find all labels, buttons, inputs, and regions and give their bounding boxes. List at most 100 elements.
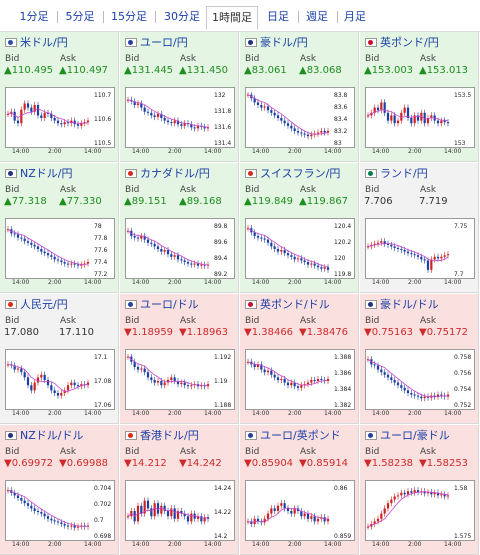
mini-chart[interactable]: 132 131.8 131.6 131.4 <box>125 87 235 148</box>
mini-chart[interactable]: 120.4 120.2 120 119.8 <box>245 218 355 279</box>
bid-value: ▼0.85904 <box>244 458 294 469</box>
pair-link[interactable]: 英ポンド/ドル <box>245 298 330 312</box>
pair-link[interactable]: 人民元/円 <box>5 298 68 312</box>
mini-chart[interactable]: 14.24 14.22 14.2 <box>125 480 235 541</box>
candle-body <box>263 369 266 373</box>
ask-value: ▼0.69988 <box>59 458 109 469</box>
x-time-label: 2:00 <box>408 148 422 155</box>
candle-body <box>6 490 10 492</box>
candle-body <box>76 264 80 266</box>
pair-link[interactable]: 豪ドル/円 <box>245 36 308 50</box>
tab-1[interactable]: 5分足 <box>65 10 95 23</box>
tab-2[interactable]: 15分足 <box>111 10 147 23</box>
candle-body <box>410 393 413 395</box>
pair-name: 米ドル/円 <box>20 36 68 49</box>
ask-label: Ask <box>60 316 77 326</box>
pair-link[interactable]: ユーロ/豪ドル <box>365 429 450 443</box>
candle-body <box>16 495 20 498</box>
mini-chart[interactable]: 0.86 0.859 <box>245 480 355 541</box>
mini-chart[interactable]: 7.75 7.7 <box>365 218 475 279</box>
tab-separator <box>103 11 104 23</box>
candle-body <box>260 105 263 108</box>
tab-7[interactable]: 月足 <box>344 10 366 23</box>
bid-label: Bid <box>125 316 140 326</box>
tab-0[interactable]: 1分足 <box>19 10 49 23</box>
ask-label: Ask <box>420 185 437 195</box>
bid-label: Bid <box>245 185 260 195</box>
candle-body <box>133 361 136 367</box>
pair-link[interactable]: 米ドル/円 <box>5 36 68 50</box>
mini-chart[interactable]: 1.192 1.19 1.188 <box>125 349 235 410</box>
y-tick-label: 0.86 <box>334 485 348 492</box>
bid-value: ▼1.18959 <box>124 327 174 338</box>
tab-3[interactable]: 30分足 <box>164 10 200 23</box>
ask-value: ▼14.242 <box>179 458 222 469</box>
candle-body <box>16 120 20 124</box>
y-tick-label: 83.8 <box>334 92 348 99</box>
pair-link[interactable]: ユーロ/円 <box>125 36 188 50</box>
mini-chart[interactable]: 153.5 153 <box>365 87 475 148</box>
tab-4[interactable]: 1時間足 <box>206 6 258 30</box>
pair-link[interactable]: ユーロ/ドル <box>125 298 199 312</box>
candlestick-plot <box>6 100 90 129</box>
candle-body <box>403 107 406 113</box>
candle-body <box>256 102 260 105</box>
candle-body <box>126 516 130 518</box>
candlestick-plot <box>126 497 210 525</box>
pair-link[interactable]: NZドル/円 <box>5 167 72 181</box>
candle-body <box>176 255 180 260</box>
mini-chart[interactable]: 1.58 1.575 <box>365 480 475 541</box>
candle-body <box>313 380 316 382</box>
mini-chart[interactable]: 110.7 110.6 110.5 <box>5 87 115 148</box>
x-time-label: 14:00 <box>444 148 462 155</box>
mini-chart[interactable]: 83.8 83.6 83.4 83.2 83 <box>245 87 355 148</box>
candle-body <box>406 107 410 118</box>
candle-body <box>280 503 283 506</box>
mini-chart[interactable]: 1.388 1.386 1.384 1.382 <box>245 349 355 410</box>
candle-body <box>146 372 150 378</box>
candle-body <box>200 264 203 266</box>
candle-body <box>366 246 370 248</box>
pair-link[interactable]: NZドル/ドル <box>5 429 83 443</box>
candle-body <box>63 122 66 125</box>
ask-value: ▼1.18963 <box>179 327 229 338</box>
pair-name: 人民元/円 <box>20 298 68 311</box>
bid-value: ▲110.495 <box>4 65 54 76</box>
mini-chart[interactable]: 17.1 17.08 17.06 <box>5 349 115 410</box>
candle-body <box>400 385 403 388</box>
x-time-label: 2:00 <box>168 410 182 417</box>
candle-body <box>433 395 436 397</box>
y-tick-label: 83 <box>334 140 342 147</box>
tab-6[interactable]: 週足 <box>306 10 328 23</box>
x-time-label: 14:00 <box>204 410 222 417</box>
candle-body <box>383 241 386 244</box>
candle-body <box>86 262 90 264</box>
bid-label: Bid <box>365 447 380 457</box>
y-tick-label: 0.7 <box>94 517 104 524</box>
pair-link[interactable]: 豪ドル/ドル <box>365 298 439 312</box>
mini-chart[interactable]: 0.758 0.756 0.754 0.752 <box>365 349 475 410</box>
pair-link[interactable]: スイスフラン/円 <box>245 167 340 181</box>
candle-body <box>60 522 63 524</box>
mini-chart[interactable]: 89.8 89.6 89.4 89.2 <box>125 218 235 279</box>
pair-link[interactable]: カナダドル/円 <box>125 167 210 181</box>
candle-body <box>316 265 320 268</box>
tab-5[interactable]: 日足 <box>267 10 289 23</box>
candle-body <box>66 263 70 265</box>
pair-link[interactable]: 香港ドル/円 <box>125 429 199 443</box>
pair-link[interactable]: 英ポンド/円 <box>365 36 439 50</box>
ask-value: ▼1.58253 <box>419 458 469 469</box>
candle-body <box>33 244 36 247</box>
mini-chart[interactable]: 0.704 0.702 0.7 0.698 <box>5 480 115 541</box>
candle-body <box>16 368 20 370</box>
pair-name: 豪ドル/ドル <box>380 298 439 311</box>
candle-body <box>380 241 383 243</box>
pair-link[interactable]: ランド/円 <box>365 167 428 181</box>
candle-body <box>413 115 416 124</box>
mini-chart[interactable]: 78 77.8 77.6 77.4 77.2 <box>5 218 115 279</box>
pair-name: 英ポンド/ドル <box>260 298 330 311</box>
pair-link[interactable]: ユーロ/英ポンド <box>245 429 341 443</box>
candle-body <box>393 115 396 124</box>
candle-body <box>446 254 450 256</box>
candle-body <box>310 516 313 519</box>
